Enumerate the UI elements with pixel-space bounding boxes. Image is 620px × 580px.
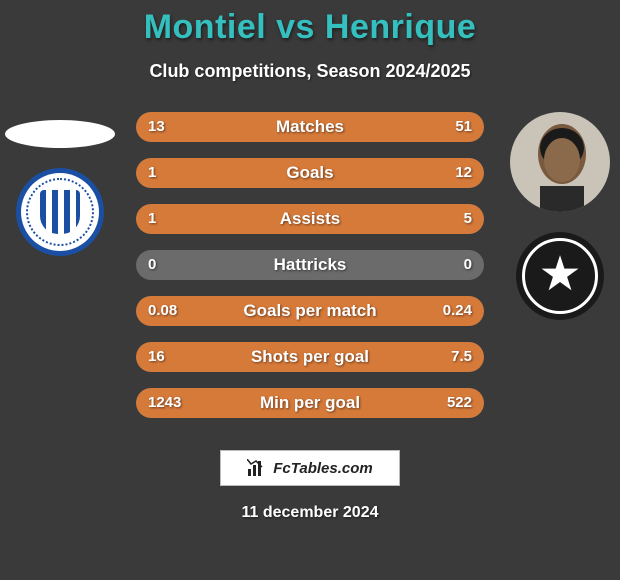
- botafogo-badge: ★: [516, 232, 604, 320]
- stat-row: 0.080.24Goals per match: [136, 296, 484, 326]
- left-player-column: [0, 112, 120, 432]
- stat-label: Goals: [136, 158, 484, 188]
- stats-area: ★ 1351Matches 112Goals 15Assists 00Hattrick…: [0, 112, 620, 432]
- brand-text: FcTables.com: [273, 460, 372, 477]
- right-player-avatar: [510, 112, 610, 212]
- stat-row: 1351Matches: [136, 112, 484, 142]
- stat-label: Assists: [136, 204, 484, 234]
- stat-label: Matches: [136, 112, 484, 142]
- stat-row: 15Assists: [136, 204, 484, 234]
- stat-label: Goals per match: [136, 296, 484, 326]
- stat-label: Min per goal: [136, 388, 484, 418]
- stat-row: 167.5Shots per goal: [136, 342, 484, 372]
- stat-label: Shots per goal: [136, 342, 484, 372]
- stat-row: 00Hattricks: [136, 250, 484, 280]
- comparison-card: Montiel vs Henrique Club competitions, S…: [0, 0, 620, 580]
- pachuca-badge: [16, 168, 104, 256]
- stat-bars: 1351Matches 112Goals 15Assists 00Hattricks 0…: [136, 112, 484, 434]
- page-title: Montiel vs Henrique: [0, 8, 620, 47]
- stat-row: 1243522Min per goal: [136, 388, 484, 418]
- left-player-avatar-placeholder: [5, 120, 115, 148]
- subtitle: Club competitions, Season 2024/2025: [0, 61, 620, 82]
- right-player-column: ★: [500, 112, 620, 432]
- brand-box[interactable]: FcTables.com: [220, 450, 400, 486]
- stat-row: 112Goals: [136, 158, 484, 188]
- bar-chart-icon: [247, 459, 267, 477]
- star-icon: ★: [538, 251, 581, 299]
- date-line: 11 december 2024: [0, 504, 620, 522]
- stat-label: Hattricks: [136, 250, 484, 280]
